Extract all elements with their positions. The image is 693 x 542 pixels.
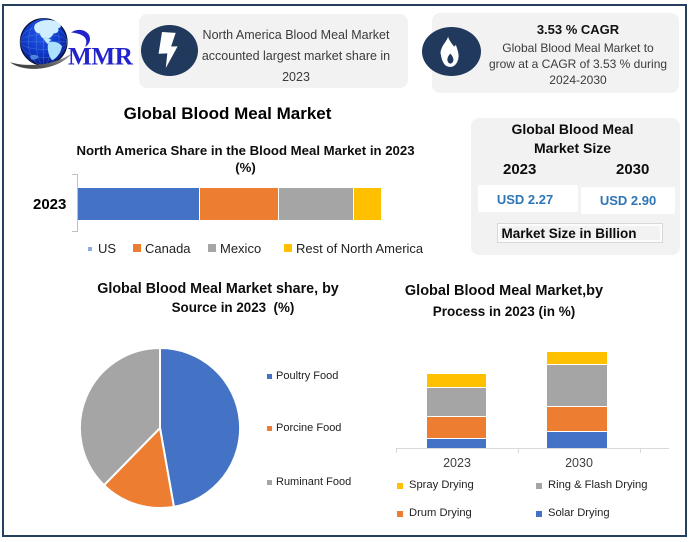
svg-text:MMR: MMR — [68, 44, 134, 71]
